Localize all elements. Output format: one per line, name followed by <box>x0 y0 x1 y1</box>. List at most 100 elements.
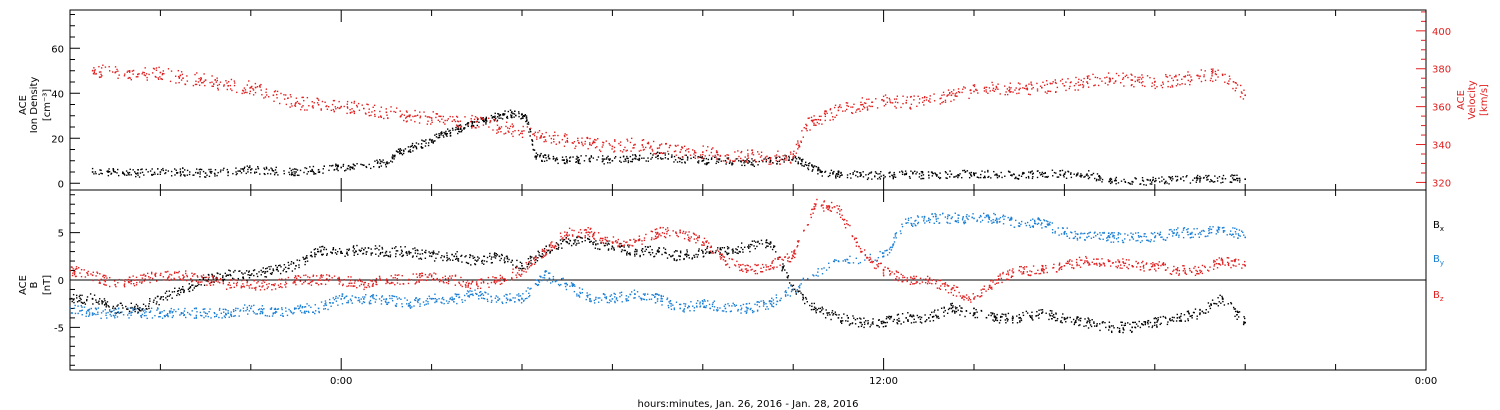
data-point <box>867 322 869 324</box>
data-point <box>737 246 739 248</box>
data-point <box>1113 82 1115 84</box>
data-point <box>654 293 657 296</box>
data-point <box>983 175 986 178</box>
data-point <box>272 269 275 272</box>
data-point <box>545 131 547 134</box>
data-point <box>529 128 531 130</box>
data-point <box>668 301 670 303</box>
data-point <box>649 254 652 256</box>
data-point <box>375 253 377 255</box>
data-point <box>769 302 772 305</box>
data-point <box>521 132 523 135</box>
data-point <box>1165 75 1167 78</box>
data-point <box>304 312 306 314</box>
data-point <box>1049 309 1052 312</box>
data-point <box>636 250 638 253</box>
data-point <box>814 124 816 126</box>
data-point <box>701 160 703 162</box>
data-point <box>90 307 92 310</box>
data-point <box>726 246 729 248</box>
data-point <box>325 304 327 306</box>
data-point <box>261 305 264 307</box>
data-point <box>785 155 787 158</box>
data-point <box>856 171 859 173</box>
data-point <box>246 91 248 94</box>
data-point <box>1123 178 1125 181</box>
data-point <box>1218 175 1221 178</box>
data-point <box>354 251 356 254</box>
data-point <box>127 77 129 80</box>
data-point <box>775 251 777 253</box>
data-point <box>652 154 654 156</box>
data-point <box>463 128 465 130</box>
data-point <box>114 66 117 68</box>
data-point <box>984 176 986 178</box>
data-point <box>510 112 513 114</box>
data-point <box>605 158 608 160</box>
data-point <box>673 251 676 253</box>
panel2-data-points <box>69 198 1246 334</box>
data-point <box>548 157 551 160</box>
data-point <box>929 101 931 103</box>
data-point <box>1236 177 1238 180</box>
data-point <box>241 92 243 95</box>
data-point <box>372 106 374 109</box>
data-point <box>206 280 208 282</box>
data-point <box>141 171 144 174</box>
data-point <box>672 304 674 306</box>
data-point <box>317 248 319 250</box>
data-point <box>699 305 702 307</box>
data-point <box>1005 313 1007 316</box>
data-point <box>140 316 143 319</box>
data-point <box>792 155 795 158</box>
data-point <box>745 161 747 163</box>
data-point <box>1211 180 1213 182</box>
data-point <box>577 240 579 242</box>
data-point <box>305 310 308 313</box>
data-point <box>907 320 909 322</box>
data-point <box>735 248 737 250</box>
data-point <box>508 258 510 261</box>
data-point <box>485 119 488 122</box>
data-point <box>1210 179 1212 181</box>
data-point <box>1118 327 1121 330</box>
data-point <box>1214 302 1216 305</box>
data-point <box>202 308 204 311</box>
data-point <box>127 307 129 309</box>
data-point <box>287 97 289 99</box>
data-point <box>321 254 324 256</box>
data-point <box>228 316 230 318</box>
data-point <box>530 256 533 258</box>
data-point <box>178 75 180 78</box>
data-point <box>607 249 610 251</box>
data-point <box>871 101 873 103</box>
data-point <box>818 169 820 171</box>
data-point <box>526 126 529 128</box>
data-point <box>1124 180 1126 183</box>
data-point <box>961 91 963 94</box>
data-point <box>455 295 458 297</box>
data-point <box>833 106 836 109</box>
data-point <box>289 167 291 170</box>
data-point <box>871 105 874 108</box>
data-point <box>178 77 181 79</box>
data-point <box>448 257 450 260</box>
data-point <box>613 292 615 295</box>
data-point <box>749 246 751 248</box>
data-point <box>683 145 686 147</box>
data-point <box>905 99 908 102</box>
data-point <box>248 80 250 82</box>
data-point <box>1213 180 1216 183</box>
data-point <box>1068 87 1071 90</box>
data-point <box>461 129 463 132</box>
data-point <box>701 299 704 302</box>
data-point <box>197 171 199 174</box>
data-point <box>531 140 534 142</box>
data-point <box>527 123 530 125</box>
data-point <box>296 174 299 176</box>
data-point <box>208 168 210 171</box>
data-point <box>718 158 721 160</box>
data-point <box>298 174 300 177</box>
data-point <box>1045 312 1047 314</box>
data-point <box>234 309 237 312</box>
